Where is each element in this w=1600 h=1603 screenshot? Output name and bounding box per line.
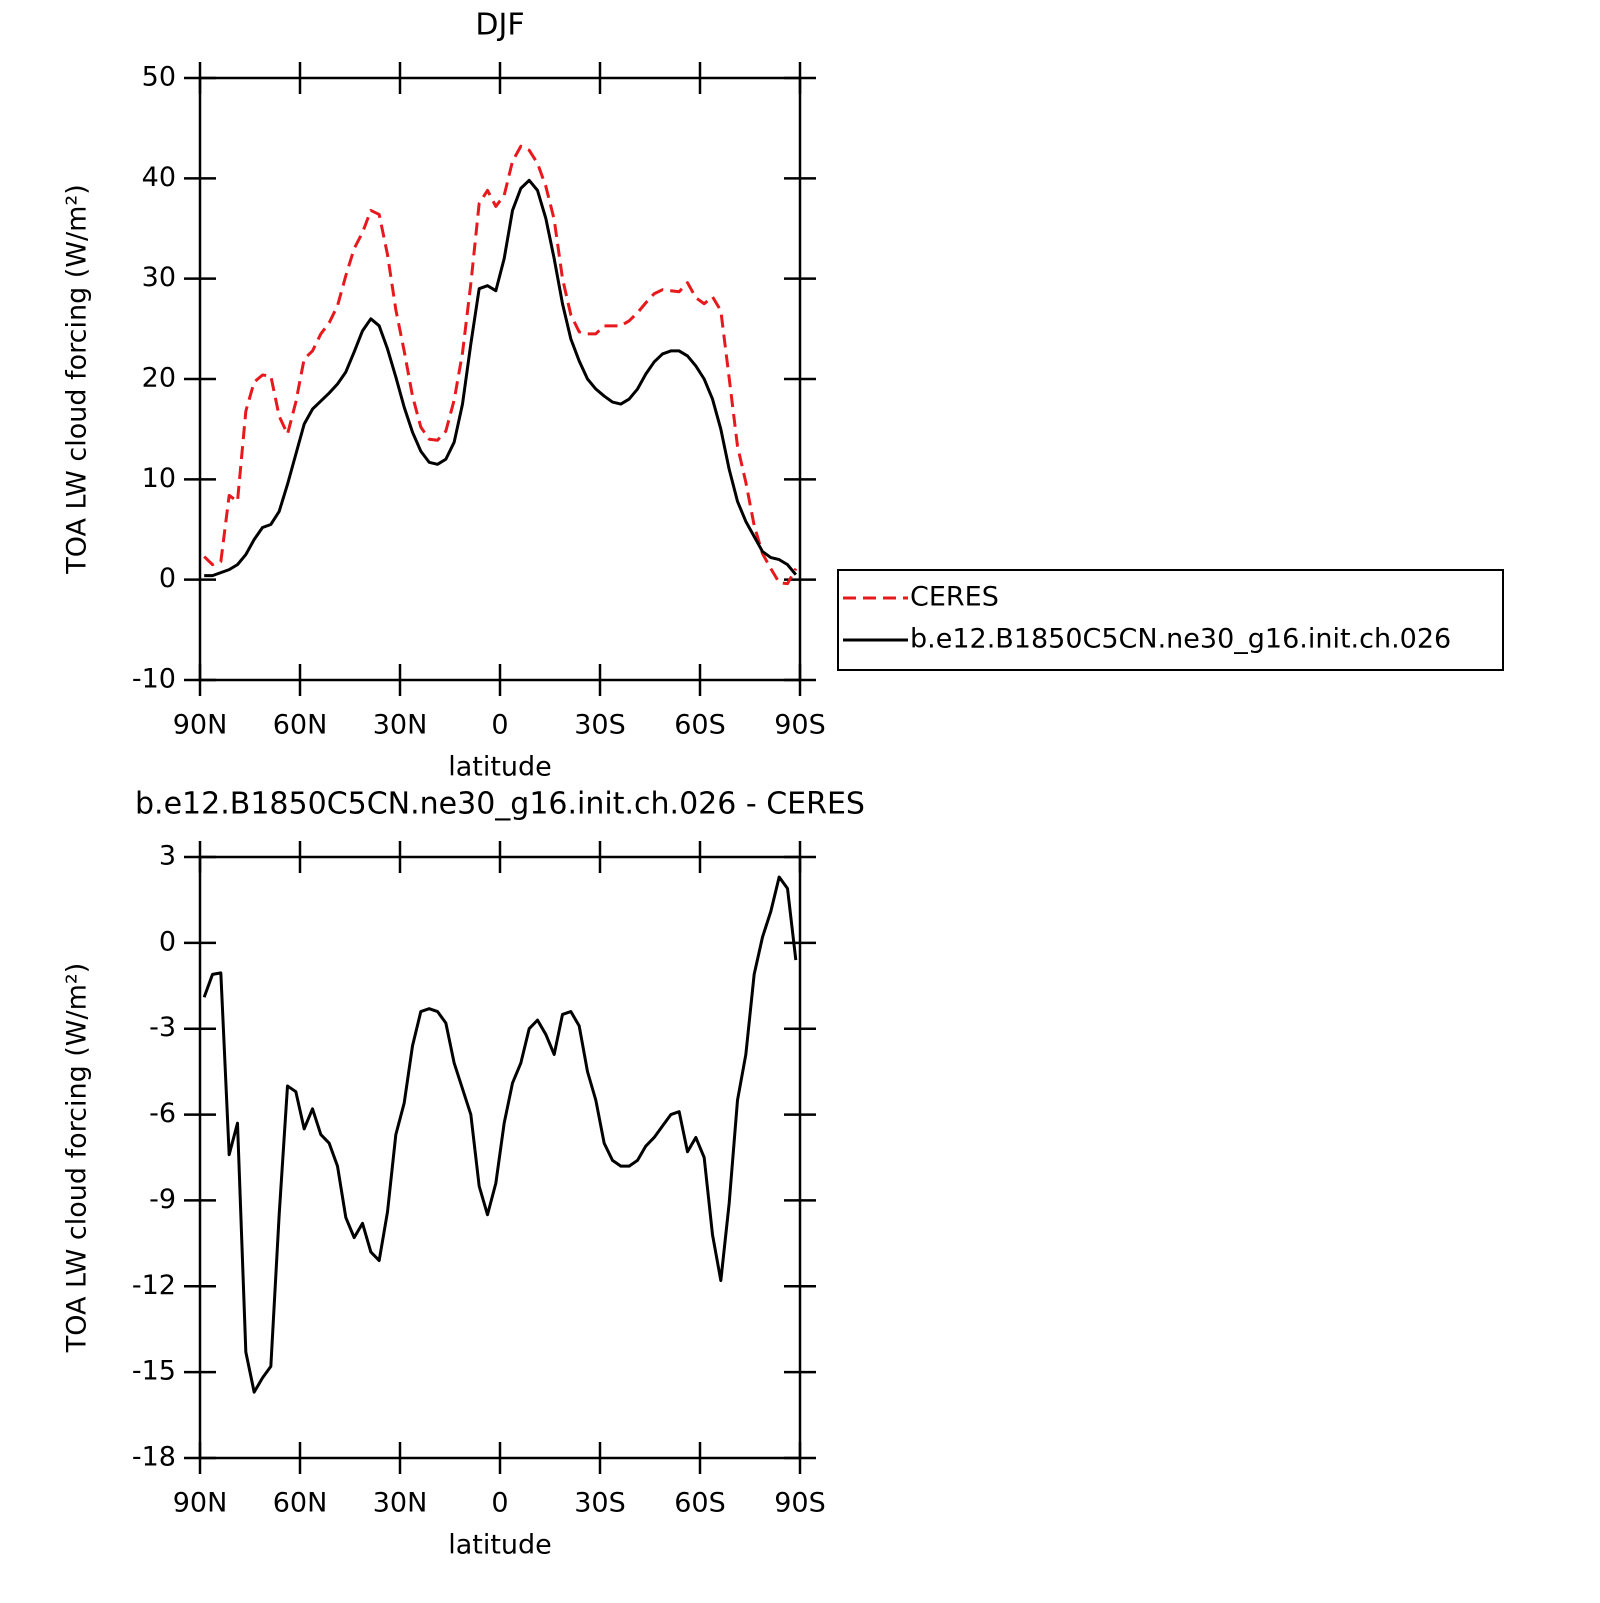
y-tick-label: -15 xyxy=(132,1356,176,1387)
chart-title: b.e12.B1850C5CN.ne30_g16.init.ch.026 - C… xyxy=(135,787,865,822)
legend-label: CERES xyxy=(910,582,999,613)
x-tick-label: 90S xyxy=(774,1488,826,1519)
y-tick-label: 0 xyxy=(159,563,176,594)
x-tick-label: 60N xyxy=(273,1488,328,1519)
data-line xyxy=(203,144,798,586)
y-tick-label: -12 xyxy=(132,1270,176,1301)
chart-title: DJF xyxy=(475,8,524,43)
legend-label: b.e12.B1850C5CN.ne30_g16.init.ch.026 xyxy=(910,624,1451,655)
x-tick-label: 60S xyxy=(674,1488,726,1519)
y-tick-label: -9 xyxy=(149,1184,176,1215)
x-tick-label: 30S xyxy=(574,710,626,741)
y-tick-label: 10 xyxy=(142,463,176,494)
y-axis-label: TOA LW cloud forcing (W/m²) xyxy=(62,184,93,575)
x-tick-label: 0 xyxy=(491,710,508,741)
x-tick-label: 0 xyxy=(491,1488,508,1519)
x-tick-label: 30N xyxy=(373,710,428,741)
y-tick-label: 0 xyxy=(159,926,176,957)
plot-frame xyxy=(198,855,802,1460)
y-tick-label: 40 xyxy=(142,162,176,193)
plot-frame xyxy=(198,76,802,682)
x-tick-label: 90N xyxy=(173,1488,228,1519)
x-tick-label: 90N xyxy=(173,710,228,741)
y-tick-label: -10 xyxy=(132,664,176,695)
y-tick-label: 50 xyxy=(142,62,176,93)
x-tick-label: 30N xyxy=(373,1488,428,1519)
y-tick-label: -18 xyxy=(132,1442,176,1473)
x-axis-label: latitude xyxy=(448,752,552,783)
y-tick-label: -6 xyxy=(149,1098,176,1129)
data-line xyxy=(204,178,797,578)
y-axis-label: TOA LW cloud forcing (W/m²) xyxy=(62,963,93,1354)
x-tick-label: 30S xyxy=(574,1488,626,1519)
x-tick-label: 90S xyxy=(774,710,826,741)
legend-box xyxy=(837,569,1504,671)
x-axis-label: latitude xyxy=(448,1530,552,1561)
y-tick-label: -3 xyxy=(149,1012,176,1043)
y-tick-label: 30 xyxy=(142,262,176,293)
data-line xyxy=(202,875,798,1394)
y-tick-label: 20 xyxy=(142,363,176,394)
x-tick-label: 60N xyxy=(273,710,328,741)
y-tick-label: 3 xyxy=(159,841,176,872)
x-tick-label: 60S xyxy=(674,710,726,741)
